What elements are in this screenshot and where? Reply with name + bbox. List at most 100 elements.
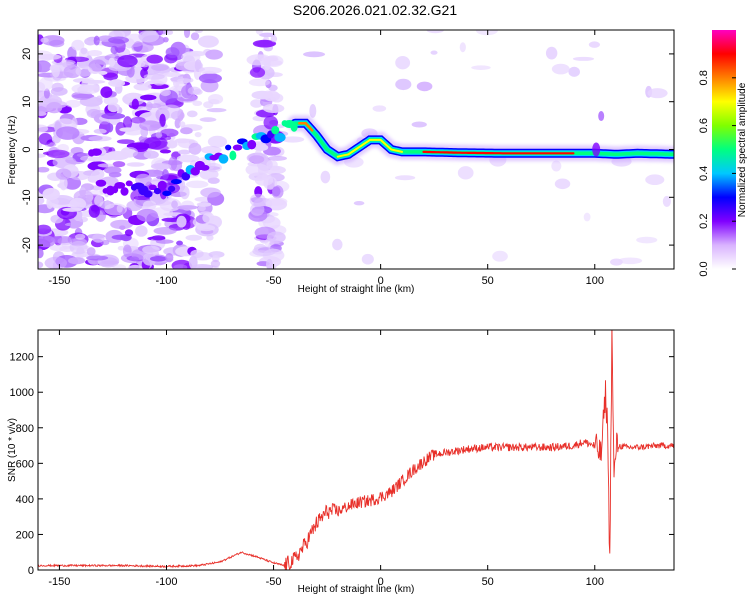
spectrogram-noise-blob — [107, 102, 120, 113]
spectrogram-noise-blob — [205, 49, 223, 60]
spectrogram-noise-blob — [101, 112, 126, 120]
snr-xtick-label: 0 — [378, 576, 384, 588]
spectrogram-noise-blob — [270, 93, 284, 103]
spectrogram-noise-blob — [162, 72, 181, 77]
spectrogram-noise-blob — [394, 175, 416, 181]
spectrogram-noise-blob — [430, 50, 438, 55]
spectrogram-noise-blob — [86, 108, 101, 119]
spectrogram-noise-blob — [206, 234, 214, 241]
spectrogram-noise-blob — [38, 53, 62, 60]
spectrogram-noise-blob — [44, 256, 68, 269]
snr-panel: -150 -100 -50 0 50 100 020040060080010001200 … — [7, 329, 675, 595]
colorbar-axis: 0.0 0.2 0.4 0.6 0.8 — [698, 70, 736, 277]
spectrogram-ridge-blob — [114, 182, 126, 189]
spectrogram-noise-blob — [100, 86, 113, 98]
spectrogram-noise-blob — [208, 98, 220, 105]
spectrogram-noise-blob — [130, 116, 146, 124]
spectrogram-noise-blob — [40, 37, 49, 43]
spectrogram-noise-blob — [51, 64, 60, 78]
spectrogram-ridge-blob — [274, 132, 286, 143]
snr-ytick-label: 200 — [16, 529, 34, 541]
spectrogram-ridge-blob — [170, 179, 182, 185]
spectrogram-noise-blob — [270, 35, 278, 43]
spectrogram-noise-blob — [361, 253, 374, 265]
spectrogram-noise-blob — [262, 216, 281, 230]
spectrogram-noise-blob — [353, 200, 365, 206]
colorbar-gradient — [712, 30, 736, 269]
spectrogram-noise-blob — [411, 121, 427, 128]
snr-frame — [37, 329, 675, 571]
spectrogram-noise-blob — [476, 30, 498, 36]
spectrogram-feature-blob — [592, 142, 601, 157]
spectrogram-noise-blob — [139, 120, 162, 131]
spectrogram-ridge-blob — [125, 180, 133, 187]
spectrogram-noise-blob — [88, 204, 100, 218]
spectrogram-noise-blob — [253, 143, 269, 151]
spectrogram-noise-blob — [272, 186, 281, 197]
spectrogram-noise-blob — [117, 55, 138, 68]
spectrogram-noise-blob — [416, 81, 433, 92]
spectrogram-noise-blob — [192, 251, 213, 261]
spectrogram-noise-blob — [198, 73, 222, 84]
spectrogram-noise-blob — [106, 122, 114, 133]
spectrogram-ridge-blob — [95, 179, 107, 187]
spectrogram-noise-blob — [38, 77, 53, 91]
spectrogram-noise-blob — [84, 37, 97, 46]
colorbar-tick-label: 0.8 — [698, 70, 710, 85]
spectrogram-noise-blob — [176, 78, 193, 84]
spectrogram-noise-blob — [662, 195, 671, 207]
spectrogram-noise-blob — [38, 166, 50, 173]
spectrogram-noise-blob — [38, 132, 53, 145]
spectrogram-noise-blob — [166, 140, 178, 149]
snr-y-label: SNR (10 * v/v) — [7, 418, 18, 482]
spectrogram-noise-blob — [252, 39, 277, 48]
spectrogram-noise-blob — [49, 39, 65, 48]
colorbar-tick-label: 0.2 — [698, 214, 710, 229]
spectrogram-noise-blob — [146, 54, 163, 64]
spectrogram-y-label: Frequency (Hz) — [7, 116, 18, 185]
spectrogram-noise-blob — [38, 111, 47, 116]
spectrogram-noise-blob — [69, 171, 90, 181]
snr-ytick-label: 1200 — [10, 352, 34, 364]
spectrogram-noise-blob — [188, 142, 202, 155]
spectrogram-ridge-blob — [199, 164, 210, 171]
spectrogram-feature-blob — [598, 111, 605, 122]
spectrogram-xtick-label: -50 — [266, 275, 282, 287]
spectrogram-noise-blob — [98, 70, 108, 75]
spectrogram-noise-blob — [645, 174, 665, 186]
spectrogram-noise-blob — [309, 104, 317, 118]
spectrogram-noise — [38, 30, 671, 269]
spectrogram-ridge-blob — [143, 190, 153, 198]
spectrogram-noise-blob — [197, 35, 219, 48]
spectrogram-noise-blob — [71, 117, 78, 131]
snr-y-axis: 0 200 400 600 800 1000 1200 — [10, 352, 674, 577]
spectrogram-noise-blob — [108, 79, 126, 87]
spectrogram-noise-blob — [205, 162, 222, 173]
spectrogram-noise-blob — [117, 245, 125, 251]
spectrogram-noise-blob — [395, 78, 412, 91]
spectrogram-noise-blob — [206, 108, 227, 113]
spectrogram-noise-blob — [174, 118, 181, 129]
spectrogram-noise-blob — [155, 131, 163, 139]
spectrogram-noise-blob — [97, 163, 114, 168]
spectrogram-noise-blob — [135, 225, 148, 237]
spectrogram-noise-blob — [119, 127, 136, 132]
spectrogram-noise-blob — [636, 236, 658, 244]
spectrogram-x-label: Height of straight line (km) — [298, 284, 415, 295]
spectrogram-noise-blob — [75, 65, 93, 77]
spectrogram-noise-blob — [86, 255, 109, 261]
spectrogram-noise-blob — [126, 92, 139, 98]
spectrogram-noise-blob — [199, 117, 217, 122]
spectrogram-noise-blob — [179, 185, 190, 200]
spectrogram-noise-blob — [131, 98, 139, 110]
spectrogram-noise-blob — [372, 105, 387, 112]
spectrogram-noise-blob — [59, 176, 68, 191]
spectrogram-noise-blob — [492, 250, 508, 262]
spectrogram-noise-blob — [186, 110, 198, 118]
spectrogram-noise-blob — [38, 224, 52, 235]
spectrogram-noise-blob — [196, 202, 212, 207]
spectrogram-noise-blob — [207, 135, 228, 148]
spectrogram-noise-blob — [572, 56, 595, 61]
spectrogram-noise-blob — [92, 233, 105, 243]
spectrogram-noise-blob — [176, 240, 183, 246]
